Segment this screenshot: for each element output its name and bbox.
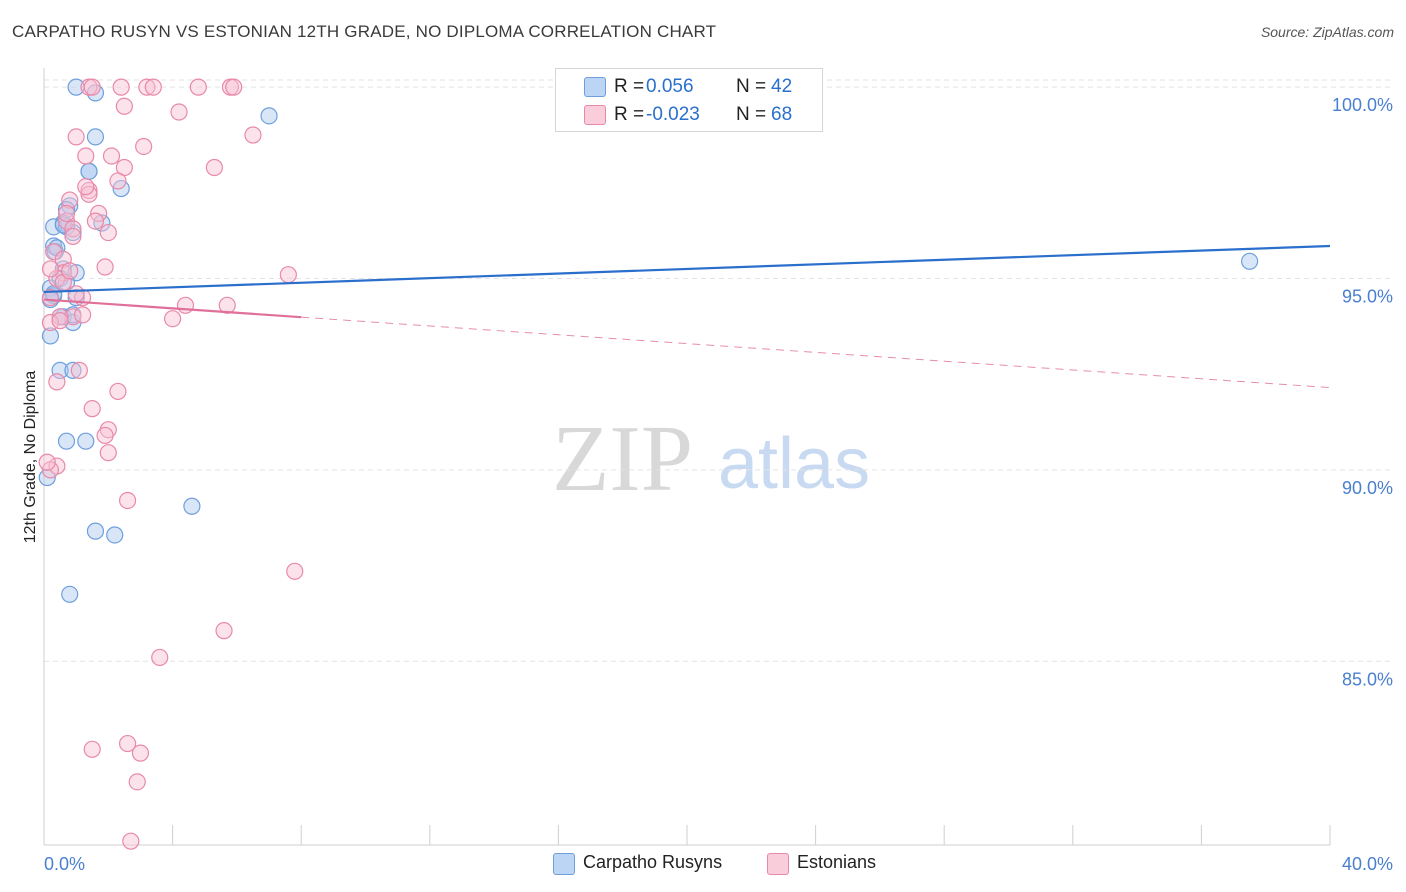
legend-n-label: N =: [736, 76, 767, 97]
y-tick-label: 85.0%: [1342, 669, 1393, 689]
data-point: [225, 78, 243, 96]
correlation-legend: R = 0.056 N = 42 R = -0.023 N = 68: [555, 68, 823, 132]
data-point: [54, 260, 72, 278]
data-point: [205, 158, 223, 177]
legend-swatch-blue: [553, 853, 575, 875]
trend-line-solid: [43, 244, 1331, 294]
data-point: [93, 214, 111, 232]
data-point: [1241, 252, 1259, 270]
data-point: [48, 373, 66, 391]
legend-row-estonians: R = -0.023 N = 68: [556, 101, 822, 129]
data-point: [279, 266, 297, 284]
trend-line-dashed: [301, 316, 1331, 389]
watermark-atlas: atlas: [718, 424, 870, 504]
legend-n-value: 68: [771, 104, 793, 125]
data-point: [260, 107, 278, 125]
data-point: [122, 832, 140, 850]
data-point: [67, 285, 85, 303]
data-point: [61, 585, 79, 603]
data-point: [118, 734, 137, 753]
label-layer: 100.0% 95.0% 90.0% 85.0% 0.0% 40.0%: [44, 95, 1393, 874]
legend-row-carpatho-rusyns: R = 0.056 N = 42: [556, 73, 822, 101]
data-point: [86, 212, 105, 230]
legend-swatch-pink: [584, 105, 606, 125]
data-point: [164, 310, 182, 328]
data-point: [128, 773, 146, 791]
trend-layer: [43, 244, 1331, 389]
data-point: [67, 128, 85, 146]
y-tick-label: 95.0%: [1342, 287, 1393, 307]
data-point: [189, 78, 207, 96]
legend-r-label: R =: [614, 104, 645, 125]
data-point: [176, 296, 195, 314]
data-point: [144, 78, 162, 96]
data-point: [41, 289, 60, 307]
y-tick-label: 90.0%: [1342, 478, 1393, 498]
data-point: [83, 740, 101, 758]
data-point: [109, 382, 127, 401]
data-point: [106, 526, 124, 544]
legend-r-label: R =: [614, 76, 645, 97]
source-label: Source: ZipAtlas.com: [1260, 24, 1394, 40]
data-point: [51, 312, 69, 330]
x-tick-label: 0.0%: [44, 854, 85, 874]
data-point: [77, 147, 95, 165]
legend-n-label: N =: [736, 104, 767, 125]
data-point: [118, 491, 137, 510]
data-point: [86, 522, 105, 540]
data-point: [61, 262, 79, 280]
data-point: [244, 126, 262, 144]
data-point: [57, 204, 76, 223]
data-point: [77, 432, 95, 450]
data-point: [83, 78, 101, 96]
legend-r-value: 0.056: [646, 76, 694, 97]
axis-layer: [43, 68, 1331, 846]
legend-label: Carpatho Rusyns: [583, 852, 723, 872]
data-point: [41, 260, 60, 278]
data-point: [61, 191, 79, 209]
y-tick-label: 100.0%: [1332, 95, 1393, 115]
data-point: [77, 178, 95, 196]
data-point: [51, 308, 69, 326]
data-point: [80, 162, 98, 180]
legend-n-value: 42: [771, 76, 793, 97]
data-point: [170, 103, 188, 121]
data-point: [99, 444, 117, 462]
legend-label: Estonians: [797, 852, 877, 872]
data-point: [57, 432, 76, 450]
data-point: [41, 327, 60, 345]
data-point: [286, 562, 304, 580]
data-point: [64, 227, 82, 246]
data-point: [73, 306, 92, 324]
trend-line-solid: [43, 298, 302, 319]
grid-layer: [44, 79, 1392, 662]
data-point: [96, 258, 114, 276]
data-point: [138, 78, 156, 96]
data-point: [112, 78, 130, 96]
data-point: [102, 147, 121, 165]
legend-swatch-pink: [767, 853, 789, 875]
legend-r-value: -0.023: [646, 104, 700, 125]
data-point: [115, 97, 133, 115]
data-point: [70, 361, 88, 379]
data-point: [99, 223, 117, 242]
legend-swatch-blue: [584, 77, 606, 97]
data-point: [151, 648, 169, 667]
chart-title: CARPATHO RUSYN VS ESTONIAN 12TH GRADE, N…: [12, 22, 717, 41]
data-point: [96, 426, 114, 445]
data-point: [183, 497, 201, 515]
data-point: [135, 137, 153, 156]
data-point: [83, 400, 101, 418]
data-point: [86, 128, 105, 146]
watermark-zip: ZIP: [552, 407, 693, 511]
data-point: [215, 622, 233, 640]
data-point: [64, 361, 82, 379]
data-point: [218, 296, 236, 314]
data-point: [38, 453, 56, 471]
data-point: [54, 264, 72, 282]
x-tick-label: 40.0%: [1342, 854, 1393, 874]
data-point: [131, 744, 150, 762]
data-point: [109, 172, 127, 190]
